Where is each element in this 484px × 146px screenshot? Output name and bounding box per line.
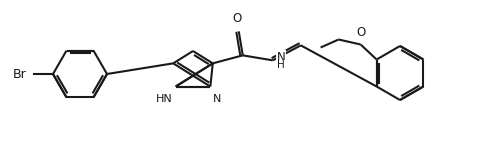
Text: H: H xyxy=(277,60,285,70)
Text: N: N xyxy=(277,51,286,64)
Text: Br: Br xyxy=(12,67,26,80)
Text: O: O xyxy=(356,27,365,40)
Text: HN: HN xyxy=(156,94,173,104)
Text: O: O xyxy=(232,12,242,25)
Text: N: N xyxy=(213,94,222,104)
